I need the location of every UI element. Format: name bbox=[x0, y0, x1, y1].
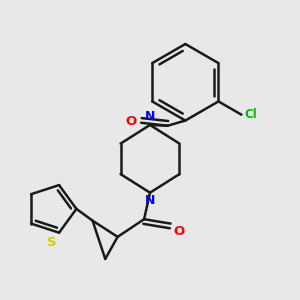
Text: N: N bbox=[145, 194, 155, 207]
Text: O: O bbox=[174, 225, 185, 238]
Text: O: O bbox=[125, 115, 137, 128]
Text: N: N bbox=[145, 110, 155, 124]
Text: S: S bbox=[46, 236, 56, 249]
Text: Cl: Cl bbox=[244, 108, 257, 121]
